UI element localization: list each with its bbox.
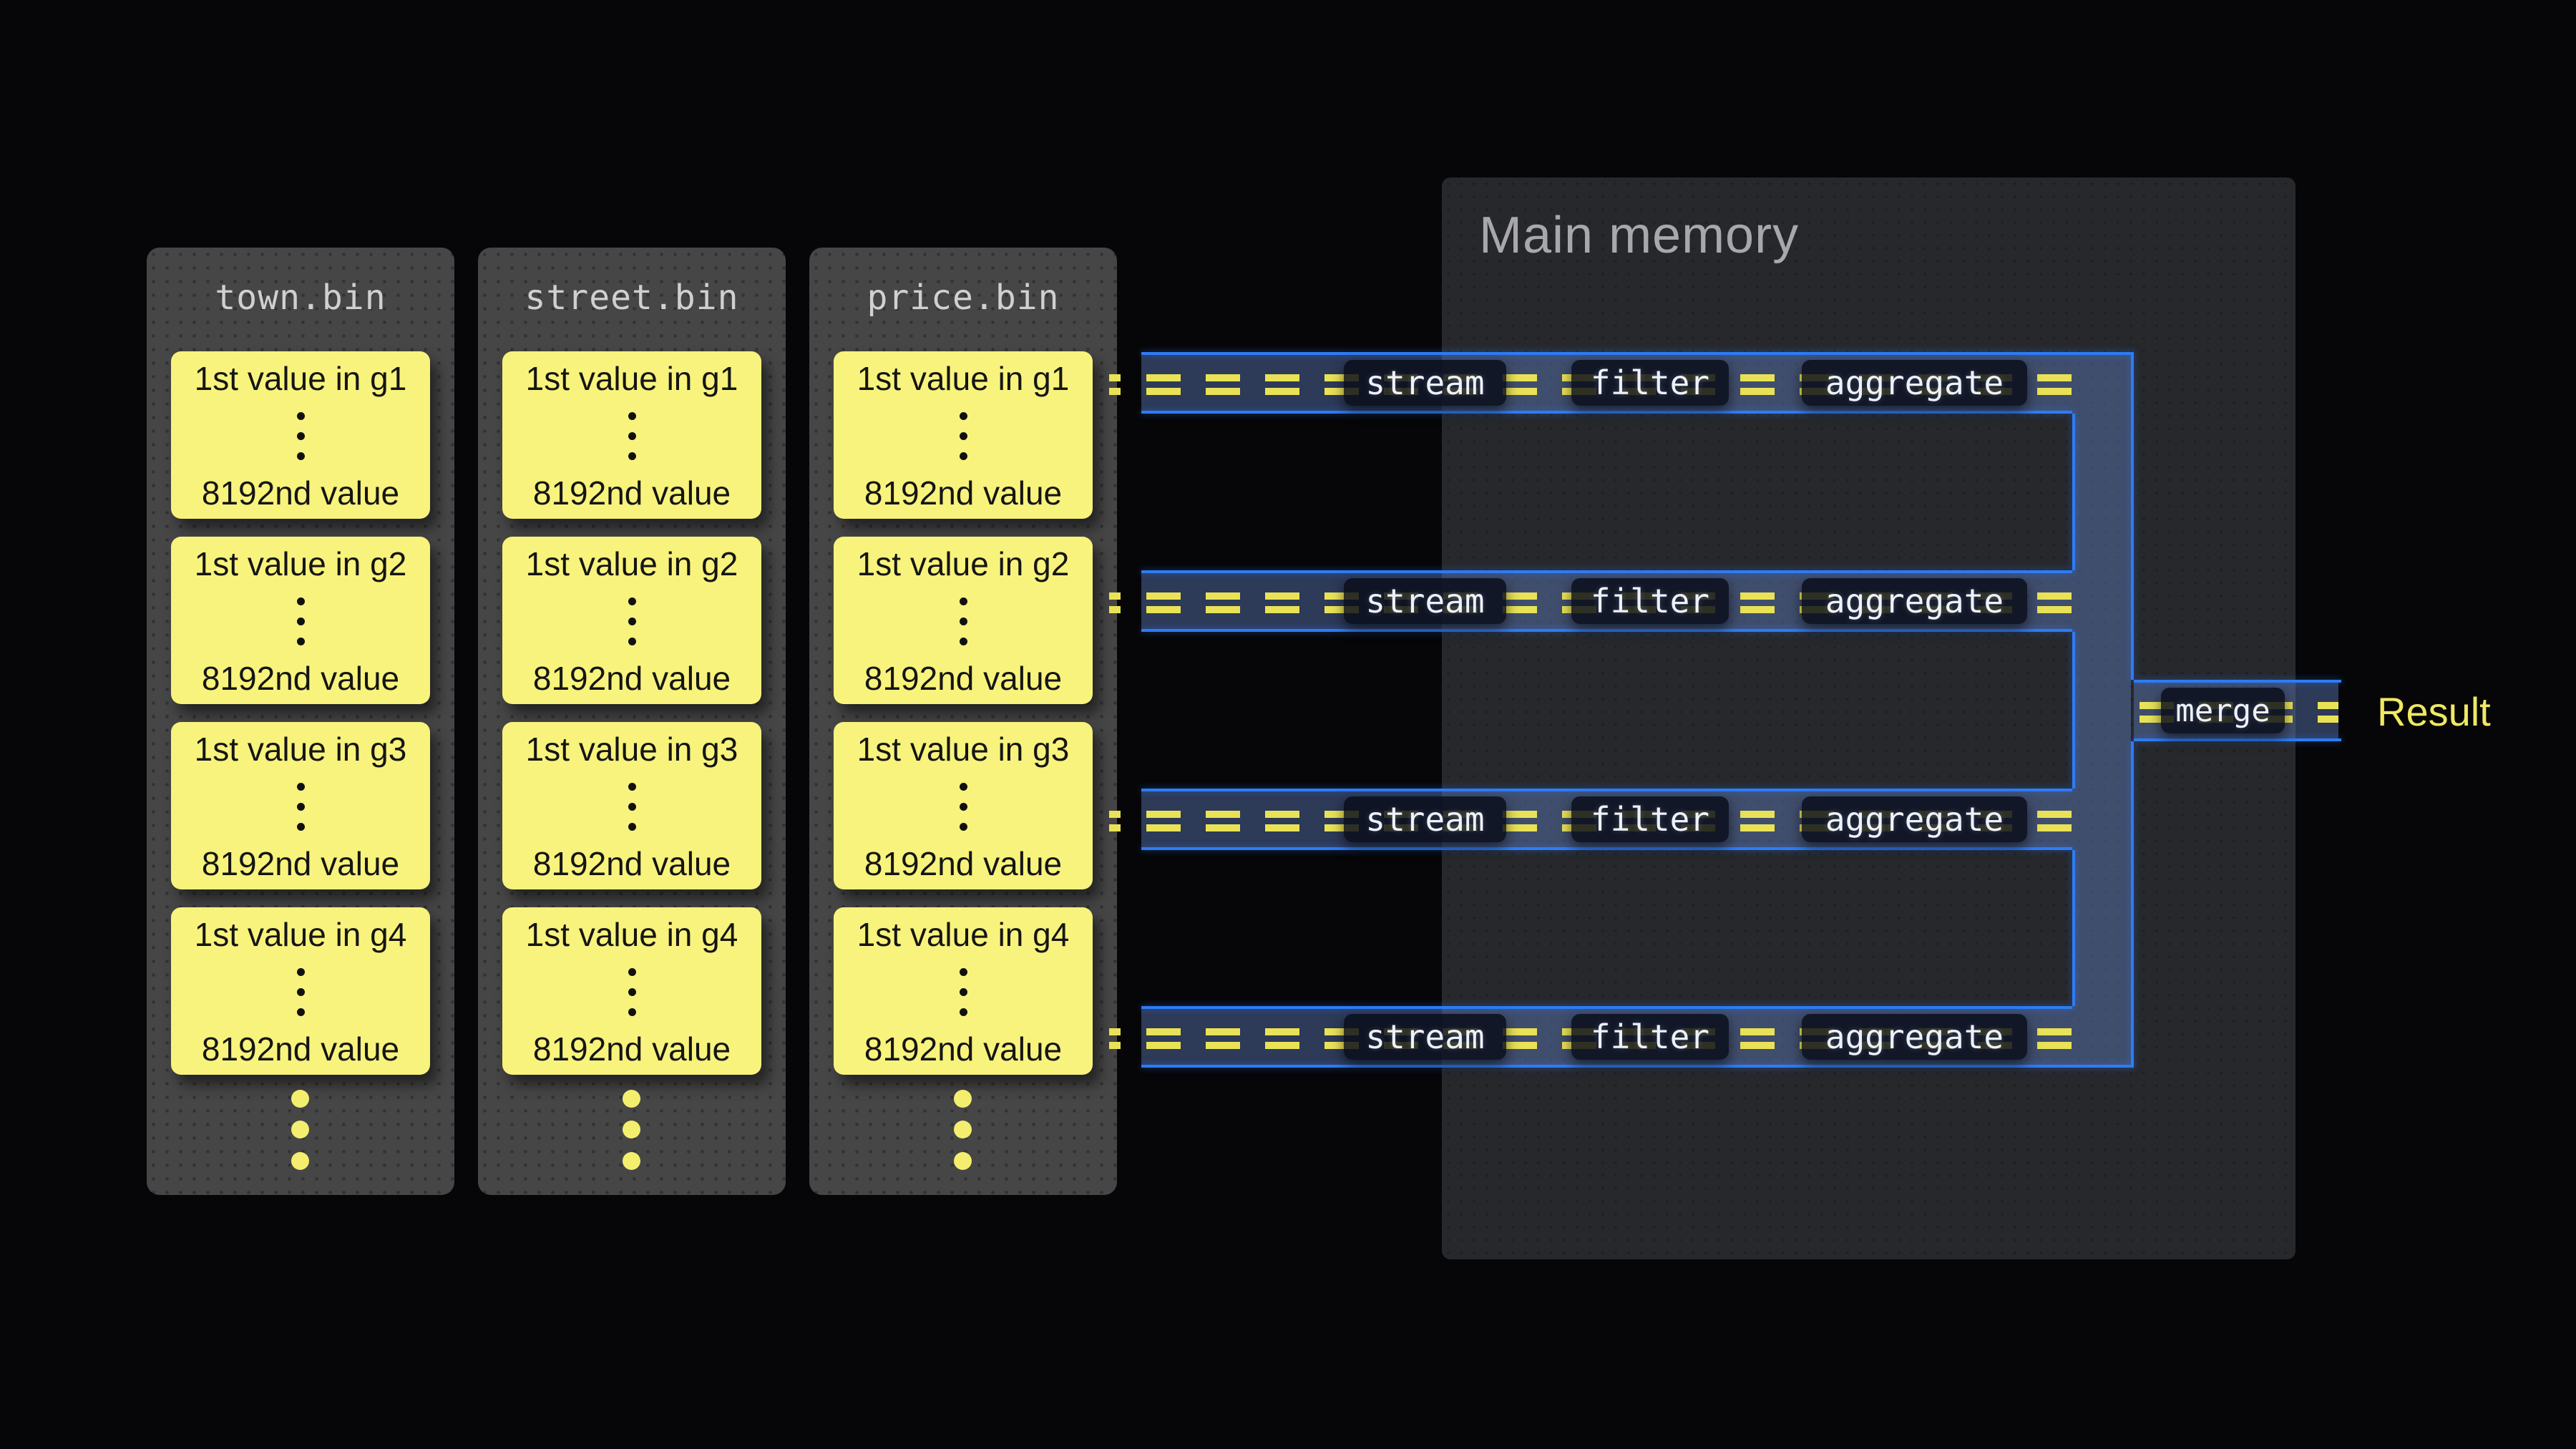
chunk-last-value: 8192nd value bbox=[864, 1030, 1063, 1068]
more-chunks-dot bbox=[623, 1152, 640, 1170]
chunk-first-value: 1st value in g1 bbox=[194, 360, 407, 397]
data-flow-dashes bbox=[1109, 592, 1121, 613]
chunk-last-value: 8192nd value bbox=[532, 474, 731, 512]
value-chunk: 1st value in g1 8192nd value bbox=[171, 351, 430, 519]
chunk-first-value: 1st value in g2 bbox=[525, 545, 738, 582]
lane-border bbox=[1141, 352, 2134, 355]
ellipsis-icon bbox=[628, 411, 636, 460]
ellipsis-icon bbox=[628, 967, 636, 1016]
lane-border bbox=[1141, 1065, 2134, 1068]
value-chunk: 1st value in g3 8192nd value bbox=[171, 722, 430, 889]
chunk-first-value: 1st value in g3 bbox=[857, 731, 1070, 768]
chunk-last-value: 8192nd value bbox=[864, 474, 1063, 512]
pipe-border bbox=[2072, 414, 2075, 570]
more-chunks-dot bbox=[954, 1121, 972, 1138]
more-chunks-dot bbox=[623, 1090, 640, 1108]
data-flow-dashes bbox=[1109, 811, 1121, 831]
chunk-last-value: 8192nd value bbox=[532, 1030, 731, 1068]
value-chunk: 1st value in g2 8192nd value bbox=[171, 537, 430, 704]
op-aggregate: aggregate bbox=[1802, 578, 2027, 624]
ellipsis-icon bbox=[296, 411, 305, 460]
op-filter: filter bbox=[1571, 360, 1729, 406]
chunk-last-value: 8192nd value bbox=[201, 474, 400, 512]
lane-border bbox=[1141, 629, 2072, 632]
more-chunks-dot bbox=[291, 1152, 309, 1170]
ellipsis-icon bbox=[959, 782, 967, 831]
lane-border bbox=[1141, 570, 2072, 573]
ellipsis-icon bbox=[296, 597, 305, 645]
op-stream: stream bbox=[1344, 578, 1506, 624]
more-chunks-dot bbox=[291, 1121, 309, 1138]
lane-border bbox=[1141, 1006, 2072, 1009]
lane-border bbox=[1141, 789, 2072, 791]
merge-lane-border bbox=[2134, 738, 2341, 741]
chunk-first-value: 1st value in g4 bbox=[194, 916, 407, 953]
op-filter: filter bbox=[1571, 796, 1729, 842]
collector-pipe bbox=[2072, 355, 2131, 1065]
file-name: price.bin bbox=[867, 278, 1060, 318]
value-chunk: 1st value in g4 8192nd value bbox=[834, 907, 1093, 1075]
chunk-first-value: 1st value in g3 bbox=[194, 731, 407, 768]
chunk-first-value: 1st value in g3 bbox=[525, 731, 738, 768]
ellipsis-icon bbox=[959, 411, 967, 460]
chunk-last-value: 8192nd value bbox=[864, 844, 1063, 882]
pipe-border bbox=[2131, 352, 2134, 680]
chunk-last-value: 8192nd value bbox=[201, 1030, 400, 1068]
chunk-first-value: 1st value in g2 bbox=[194, 545, 407, 582]
pipe-border bbox=[2072, 632, 2075, 789]
op-stream: stream bbox=[1344, 360, 1506, 406]
chunk-first-value: 1st value in g1 bbox=[857, 360, 1070, 397]
chunk-last-value: 8192nd value bbox=[864, 659, 1063, 697]
op-merge: merge bbox=[2161, 688, 2285, 733]
op-stream: stream bbox=[1344, 1014, 1506, 1060]
op-aggregate: aggregate bbox=[1802, 1014, 2027, 1060]
chunk-first-value: 1st value in g1 bbox=[525, 360, 738, 397]
ellipsis-icon bbox=[628, 782, 636, 831]
chunk-first-value: 1st value in g4 bbox=[857, 916, 1070, 953]
ellipsis-icon bbox=[959, 967, 967, 1016]
chunk-first-value: 1st value in g2 bbox=[857, 545, 1070, 582]
more-chunks-dot bbox=[954, 1090, 972, 1108]
more-chunks-dot bbox=[623, 1121, 640, 1138]
file-name: town.bin bbox=[215, 278, 386, 318]
lane-border bbox=[1141, 847, 2072, 850]
lane-border bbox=[1141, 411, 2072, 414]
value-chunk: 1st value in g3 8192nd value bbox=[502, 722, 761, 889]
op-filter: filter bbox=[1571, 578, 1729, 624]
chunk-last-value: 8192nd value bbox=[532, 659, 731, 697]
data-flow-dashes bbox=[1109, 374, 1121, 395]
more-chunks-dot bbox=[954, 1152, 972, 1170]
chunk-last-value: 8192nd value bbox=[201, 844, 400, 882]
pipe-border bbox=[2131, 741, 2134, 1068]
value-chunk: 1st value in g1 8192nd value bbox=[502, 351, 761, 519]
ellipsis-icon bbox=[296, 782, 305, 831]
ellipsis-icon bbox=[959, 597, 967, 645]
merge-lane-border bbox=[2134, 680, 2341, 683]
file-panel-street: street.bin 1st value in g1 8192nd value … bbox=[478, 248, 786, 1195]
main-memory-title: Main memory bbox=[1479, 207, 1800, 264]
op-filter: filter bbox=[1571, 1014, 1729, 1060]
value-chunk: 1st value in g3 8192nd value bbox=[834, 722, 1093, 889]
data-flow-dashes bbox=[1109, 1028, 1121, 1049]
value-chunk: 1st value in g2 8192nd value bbox=[834, 537, 1093, 704]
file-panel-price: price.bin 1st value in g1 8192nd value 1… bbox=[809, 248, 1117, 1195]
ellipsis-icon bbox=[296, 967, 305, 1016]
chunk-last-value: 8192nd value bbox=[532, 844, 731, 882]
ellipsis-icon bbox=[628, 597, 636, 645]
value-chunk: 1st value in g2 8192nd value bbox=[502, 537, 761, 704]
op-aggregate: aggregate bbox=[1802, 360, 2027, 406]
value-chunk: 1st value in g1 8192nd value bbox=[834, 351, 1093, 519]
op-stream: stream bbox=[1344, 796, 1506, 842]
value-chunk: 1st value in g4 8192nd value bbox=[502, 907, 761, 1075]
pipe-border bbox=[2072, 850, 2075, 1006]
result-label: Result bbox=[2377, 689, 2491, 734]
chunk-last-value: 8192nd value bbox=[201, 659, 400, 697]
file-panel-town: town.bin 1st value in g1 8192nd value 1s… bbox=[147, 248, 454, 1195]
value-chunk: 1st value in g4 8192nd value bbox=[171, 907, 430, 1075]
more-chunks-dot bbox=[291, 1090, 309, 1108]
chunk-first-value: 1st value in g4 bbox=[525, 916, 738, 953]
file-name: street.bin bbox=[525, 278, 739, 318]
op-aggregate: aggregate bbox=[1802, 796, 2027, 842]
